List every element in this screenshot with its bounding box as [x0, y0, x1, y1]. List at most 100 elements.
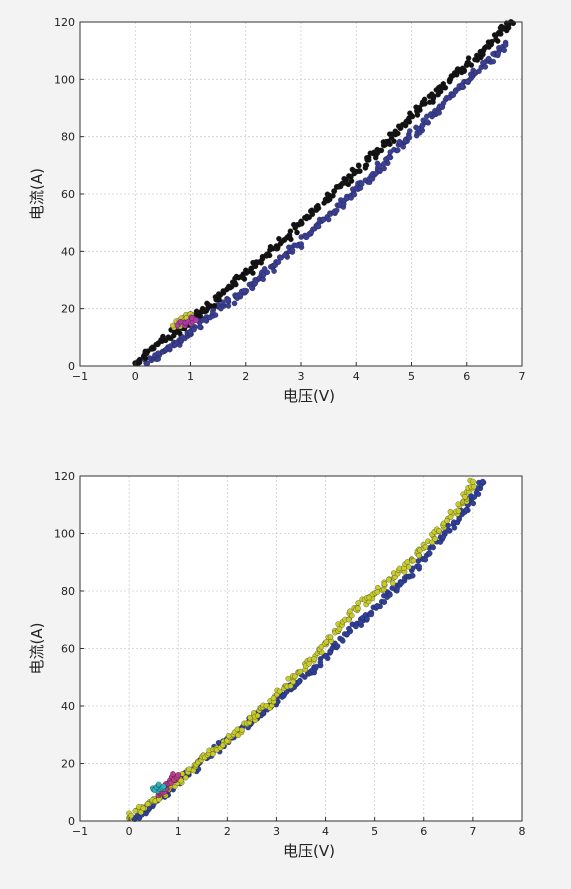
data-point: [182, 774, 189, 781]
data-point: [140, 805, 147, 812]
data-point: [357, 619, 364, 625]
data-point: [455, 508, 462, 514]
data-point: [482, 64, 489, 70]
y-tick-label: 40: [61, 245, 75, 258]
y-tick-label: 80: [61, 131, 75, 144]
x-tick-label: 5: [408, 370, 415, 383]
data-point: [415, 125, 422, 132]
y-tick-label: 120: [54, 470, 75, 483]
x-tick-label: 1: [175, 825, 182, 838]
data-point: [210, 751, 216, 757]
data-point: [322, 653, 329, 659]
data-point: [395, 147, 401, 153]
data-point: [241, 287, 247, 294]
x-tick-label: 6: [420, 825, 427, 838]
data-point: [424, 118, 430, 125]
data-point: [355, 600, 361, 606]
data-point: [166, 335, 173, 341]
data-point: [315, 205, 322, 211]
data-point: [191, 326, 197, 333]
data-point: [193, 317, 199, 324]
data-point: [358, 181, 365, 187]
x-tick-label: 2: [224, 825, 231, 838]
data-point: [333, 207, 340, 214]
data-point: [396, 138, 403, 145]
data-point: [243, 267, 249, 273]
data-point: [167, 343, 174, 349]
data-point: [173, 329, 179, 336]
data-point: [343, 177, 350, 183]
data-point: [408, 112, 415, 119]
data-point: [385, 138, 392, 145]
x-tick-label: 4: [353, 370, 360, 383]
data-point: [334, 643, 341, 650]
data-point: [326, 192, 333, 199]
data-point: [398, 580, 405, 586]
data-point: [374, 589, 381, 595]
y-tick-label: 60: [61, 188, 75, 201]
y-tick-label: 20: [61, 758, 75, 771]
y-tick-label: 0: [68, 360, 75, 373]
data-point: [225, 296, 232, 303]
data-point: [381, 165, 387, 172]
data-point: [155, 350, 161, 356]
data-point: [442, 84, 449, 91]
data-point: [170, 771, 176, 777]
data-point: [430, 95, 437, 102]
data-point: [132, 808, 139, 814]
data-point: [436, 528, 442, 534]
data-point: [410, 572, 416, 579]
data-point: [178, 777, 184, 784]
data-point: [144, 801, 151, 807]
data-point: [471, 483, 477, 490]
data-point: [136, 359, 143, 366]
data-point: [276, 688, 283, 695]
y-tick-label: 100: [54, 73, 75, 86]
y-axis-label: 电流(A): [28, 623, 46, 675]
data-point: [297, 668, 304, 675]
data-point: [240, 271, 247, 277]
y-tick-label: 20: [61, 303, 75, 316]
data-point: [469, 478, 476, 485]
data-point: [290, 679, 296, 685]
x-tick-label: −1: [72, 825, 88, 838]
x-tick-label: −1: [72, 370, 88, 383]
x-tick-label: 8: [519, 825, 526, 838]
data-point: [465, 55, 472, 61]
data-point: [463, 506, 470, 513]
data-point: [231, 300, 238, 307]
data-point: [331, 188, 338, 195]
data-point: [362, 162, 369, 169]
data-point: [327, 634, 334, 640]
data-point: [436, 110, 442, 116]
data-point: [254, 712, 261, 719]
data-point: [281, 252, 288, 259]
data-point: [406, 564, 412, 570]
data-point: [387, 592, 393, 598]
data-point: [175, 772, 182, 778]
data-point: [317, 659, 324, 666]
data-point: [385, 576, 392, 583]
data-point: [377, 147, 383, 154]
data-point: [128, 812, 134, 819]
data-point: [266, 252, 273, 259]
data-point: [410, 557, 417, 564]
data-point: [340, 638, 346, 644]
data-point: [357, 168, 363, 174]
data-point: [451, 524, 458, 531]
data-point: [415, 558, 422, 564]
data-point: [260, 276, 266, 283]
data-point: [381, 581, 388, 587]
data-point: [225, 733, 232, 739]
data-point: [416, 563, 422, 570]
data-point: [177, 318, 184, 325]
x-tick-label: 5: [371, 825, 378, 838]
data-point: [351, 191, 358, 198]
data-point: [380, 139, 387, 145]
y-axis-label: 电流(A): [28, 168, 46, 220]
data-point: [286, 233, 293, 239]
data-point: [315, 223, 322, 230]
data-point: [479, 478, 486, 485]
